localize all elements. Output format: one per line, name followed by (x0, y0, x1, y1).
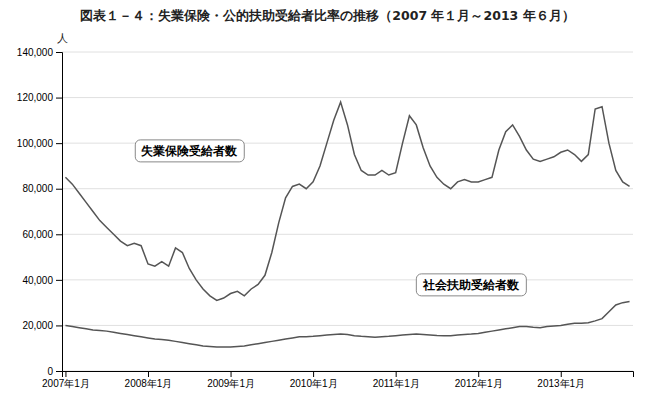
tick-mark (231, 371, 232, 377)
tick: 120,000 (17, 92, 62, 103)
series-line (65, 102, 629, 300)
tick-mark (56, 189, 62, 190)
tick-mark (56, 371, 62, 372)
plot: 0 20,000 40,000 60,000 80,000 100,000 120,000 1… (17, 47, 634, 389)
tick-mark (56, 234, 62, 235)
grid-line (62, 97, 633, 98)
grid-line (62, 279, 633, 280)
tick-label: 0 (47, 366, 53, 377)
tick-label: 2011年1月 (373, 378, 420, 389)
tick: 60,000 (22, 229, 62, 240)
tick-mark (65, 371, 66, 377)
tick-mark (56, 325, 62, 326)
annotation: 社会扶助受給者数 (416, 274, 526, 296)
tick: 80,000 (22, 183, 62, 194)
grid-line (62, 188, 633, 189)
tick: 2009年1月 (207, 371, 255, 389)
tick-label: 2012年1月 (455, 378, 503, 389)
tick: 2010年1月 (290, 371, 338, 389)
tick-label: 2009年1月 (207, 378, 255, 389)
annotation-box (416, 274, 526, 296)
tick: 140,000 (17, 47, 62, 58)
annotation: 失業保険受給者数 (135, 140, 244, 162)
annotation-text: 失業保険受給者数 (141, 144, 238, 158)
axis-line (56, 53, 63, 372)
tick-mark (478, 371, 479, 377)
tick-label: 2010年1月 (290, 378, 338, 389)
tick: 100,000 (17, 138, 62, 149)
lines (65, 102, 629, 347)
tick-label: 80,000 (22, 183, 53, 194)
y-axis: 0 20,000 40,000 60,000 80,000 100,000 120,000 1… (17, 47, 63, 377)
tick: 2012年1月 (455, 371, 503, 389)
grid-line (62, 234, 633, 235)
axis-line (63, 372, 634, 378)
series-line (65, 302, 629, 348)
tick-mark (56, 52, 62, 53)
tick: 2007年1月 (42, 371, 90, 389)
annotation-box (135, 140, 244, 162)
chart: 図表１－４：失業保険・公的扶助受給者比率の推移（2007 年１月～2013 年６… (0, 0, 655, 403)
tick: 20,000 (22, 320, 62, 331)
tick-mark (56, 143, 62, 144)
tick-mark (561, 371, 562, 377)
tick-label: 40,000 (22, 275, 53, 286)
annotation-text: 社会扶助受給者数 (422, 278, 520, 292)
grid-line (62, 52, 633, 53)
tick-label: 60,000 (22, 229, 53, 240)
axis-label: 人 (57, 32, 68, 45)
tick-label: 2007年1月 (42, 378, 90, 389)
x-axis: 2007年1月 2008年1月 2009年1月 2010年1月 2011年1月 2012年… (42, 371, 633, 389)
tick-mark (148, 371, 149, 377)
tick: 2008年1月 (125, 371, 173, 389)
grid-line (62, 325, 633, 326)
tick-label: 20,000 (22, 320, 53, 331)
annotations: 失業保険受給者数社会扶助受給者数 (135, 140, 526, 296)
tick-label: 140,000 (17, 47, 54, 58)
tick-label: 2013年1月 (537, 378, 585, 389)
tick: 40,000 (22, 275, 62, 286)
tick-label: 120,000 (17, 92, 54, 103)
tick-label: 2008年1月 (125, 378, 173, 389)
tick: 2011年1月 (373, 371, 420, 389)
tick-mark (56, 280, 62, 281)
tick-mark (56, 98, 62, 99)
title: 図表１－４：失業保険・公的扶助受給者比率の推移（2007 年１月～2013 年６… (80, 8, 574, 23)
grid (62, 52, 633, 371)
tick-mark (396, 371, 397, 377)
tick: 0 (47, 366, 62, 377)
tick-label: 100,000 (17, 138, 54, 149)
tick: 2013年1月 (537, 371, 585, 389)
tick-mark (313, 371, 314, 377)
